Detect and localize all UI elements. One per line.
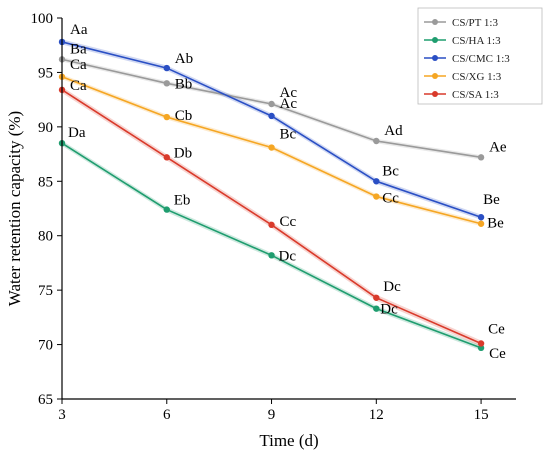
legend-swatch-marker <box>432 55 438 61</box>
x-tick-label: 12 <box>369 407 384 423</box>
point-label: Ca <box>70 78 87 94</box>
legend-entry-label: CS/HA 1:3 <box>452 35 501 47</box>
x-tick-label: 15 <box>474 407 489 423</box>
y-tick-label: 95 <box>38 65 53 81</box>
data-point <box>477 214 485 221</box>
legend-entry-label: CS/XG 1:3 <box>452 71 502 83</box>
y-tick-label: 90 <box>38 120 53 136</box>
point-label: Ac <box>280 96 298 112</box>
point-label: Cc <box>280 214 297 230</box>
point-label: Aa <box>70 22 88 38</box>
data-point <box>268 221 275 229</box>
data-point <box>163 113 170 121</box>
point-label: Bc <box>382 163 399 179</box>
series-band <box>62 74 482 227</box>
data-point <box>477 220 485 227</box>
legend-swatch-marker <box>432 73 438 79</box>
data-point <box>163 80 170 87</box>
series-band <box>62 86 482 347</box>
point-label: Dc <box>380 302 398 318</box>
x-tick-label: 9 <box>268 407 276 423</box>
point-label: Db <box>174 145 192 161</box>
data-point <box>373 294 380 301</box>
y-tick-label: 65 <box>38 392 53 408</box>
y-tick-label: 70 <box>38 338 53 354</box>
point-label: Bb <box>175 76 193 92</box>
point-label: Ce <box>489 346 506 362</box>
data-point <box>268 100 275 108</box>
data-point <box>163 64 170 72</box>
point-label: Cc <box>382 191 399 207</box>
legend-swatch-marker <box>432 37 438 43</box>
legend: CS/PT 1:3 CS/HA 1:3 CS/CMC 1:3 CS/XG 1:3 CS/… <box>417 7 543 105</box>
point-label: Cb <box>175 108 193 124</box>
y-tick-label: 75 <box>38 283 53 299</box>
y-tick-label: 80 <box>38 229 53 245</box>
point-label: Ab <box>175 51 193 67</box>
point-label: Ce <box>488 321 505 337</box>
data-point <box>163 206 170 213</box>
legend-box <box>417 7 543 105</box>
data-point <box>268 112 275 120</box>
point-label: Eb <box>174 193 191 209</box>
series-band <box>62 39 482 220</box>
point-label: Ad <box>384 123 403 139</box>
point-label: Ba <box>70 41 87 57</box>
point-label: Be <box>487 216 504 232</box>
point-label: Dc <box>279 248 297 264</box>
data-point <box>373 305 380 312</box>
y-tick-label: 100 <box>31 11 54 27</box>
legend-swatch-marker <box>432 19 438 25</box>
point-label: Ae <box>489 139 507 155</box>
data-point <box>373 178 380 185</box>
data-point <box>163 154 170 161</box>
legend-swatch-marker <box>432 91 438 97</box>
axes: 3 6 9 12 15 65 70 75 80 85 90 95 100 <box>31 11 516 423</box>
data-point <box>268 144 275 151</box>
point-label: Bc <box>280 127 297 143</box>
series-lines <box>58 38 485 352</box>
x-tick-label: 3 <box>58 407 66 423</box>
legend-entry-label: CS/CMC 1:3 <box>452 53 510 65</box>
data-point <box>373 137 380 145</box>
point-label: Be <box>483 192 500 208</box>
data-point <box>373 193 380 200</box>
point-label: Dc <box>383 279 401 295</box>
point-label: Da <box>68 125 86 141</box>
legend-entry-label: CS/PT 1:3 <box>452 17 498 29</box>
legend-entry-label: CS/SA 1:3 <box>452 89 499 101</box>
point-labels: Ba Bb Ac Ad Ae Da Eb Dc Dc Ce Aa Ab Ac Bc Be Ca Cb Bc Cc Be… <box>68 22 507 362</box>
x-tick-label: 6 <box>163 407 171 423</box>
x-axis-title: Time (d) <box>259 431 318 450</box>
data-point <box>477 340 485 347</box>
y-tick-label: 85 <box>38 174 53 190</box>
data-point <box>268 252 275 259</box>
point-label: Ca <box>70 57 87 73</box>
data-point <box>477 154 485 161</box>
point-label: Ac <box>280 85 298 101</box>
y-axis-title: Water retention capacity (%) <box>5 111 24 306</box>
